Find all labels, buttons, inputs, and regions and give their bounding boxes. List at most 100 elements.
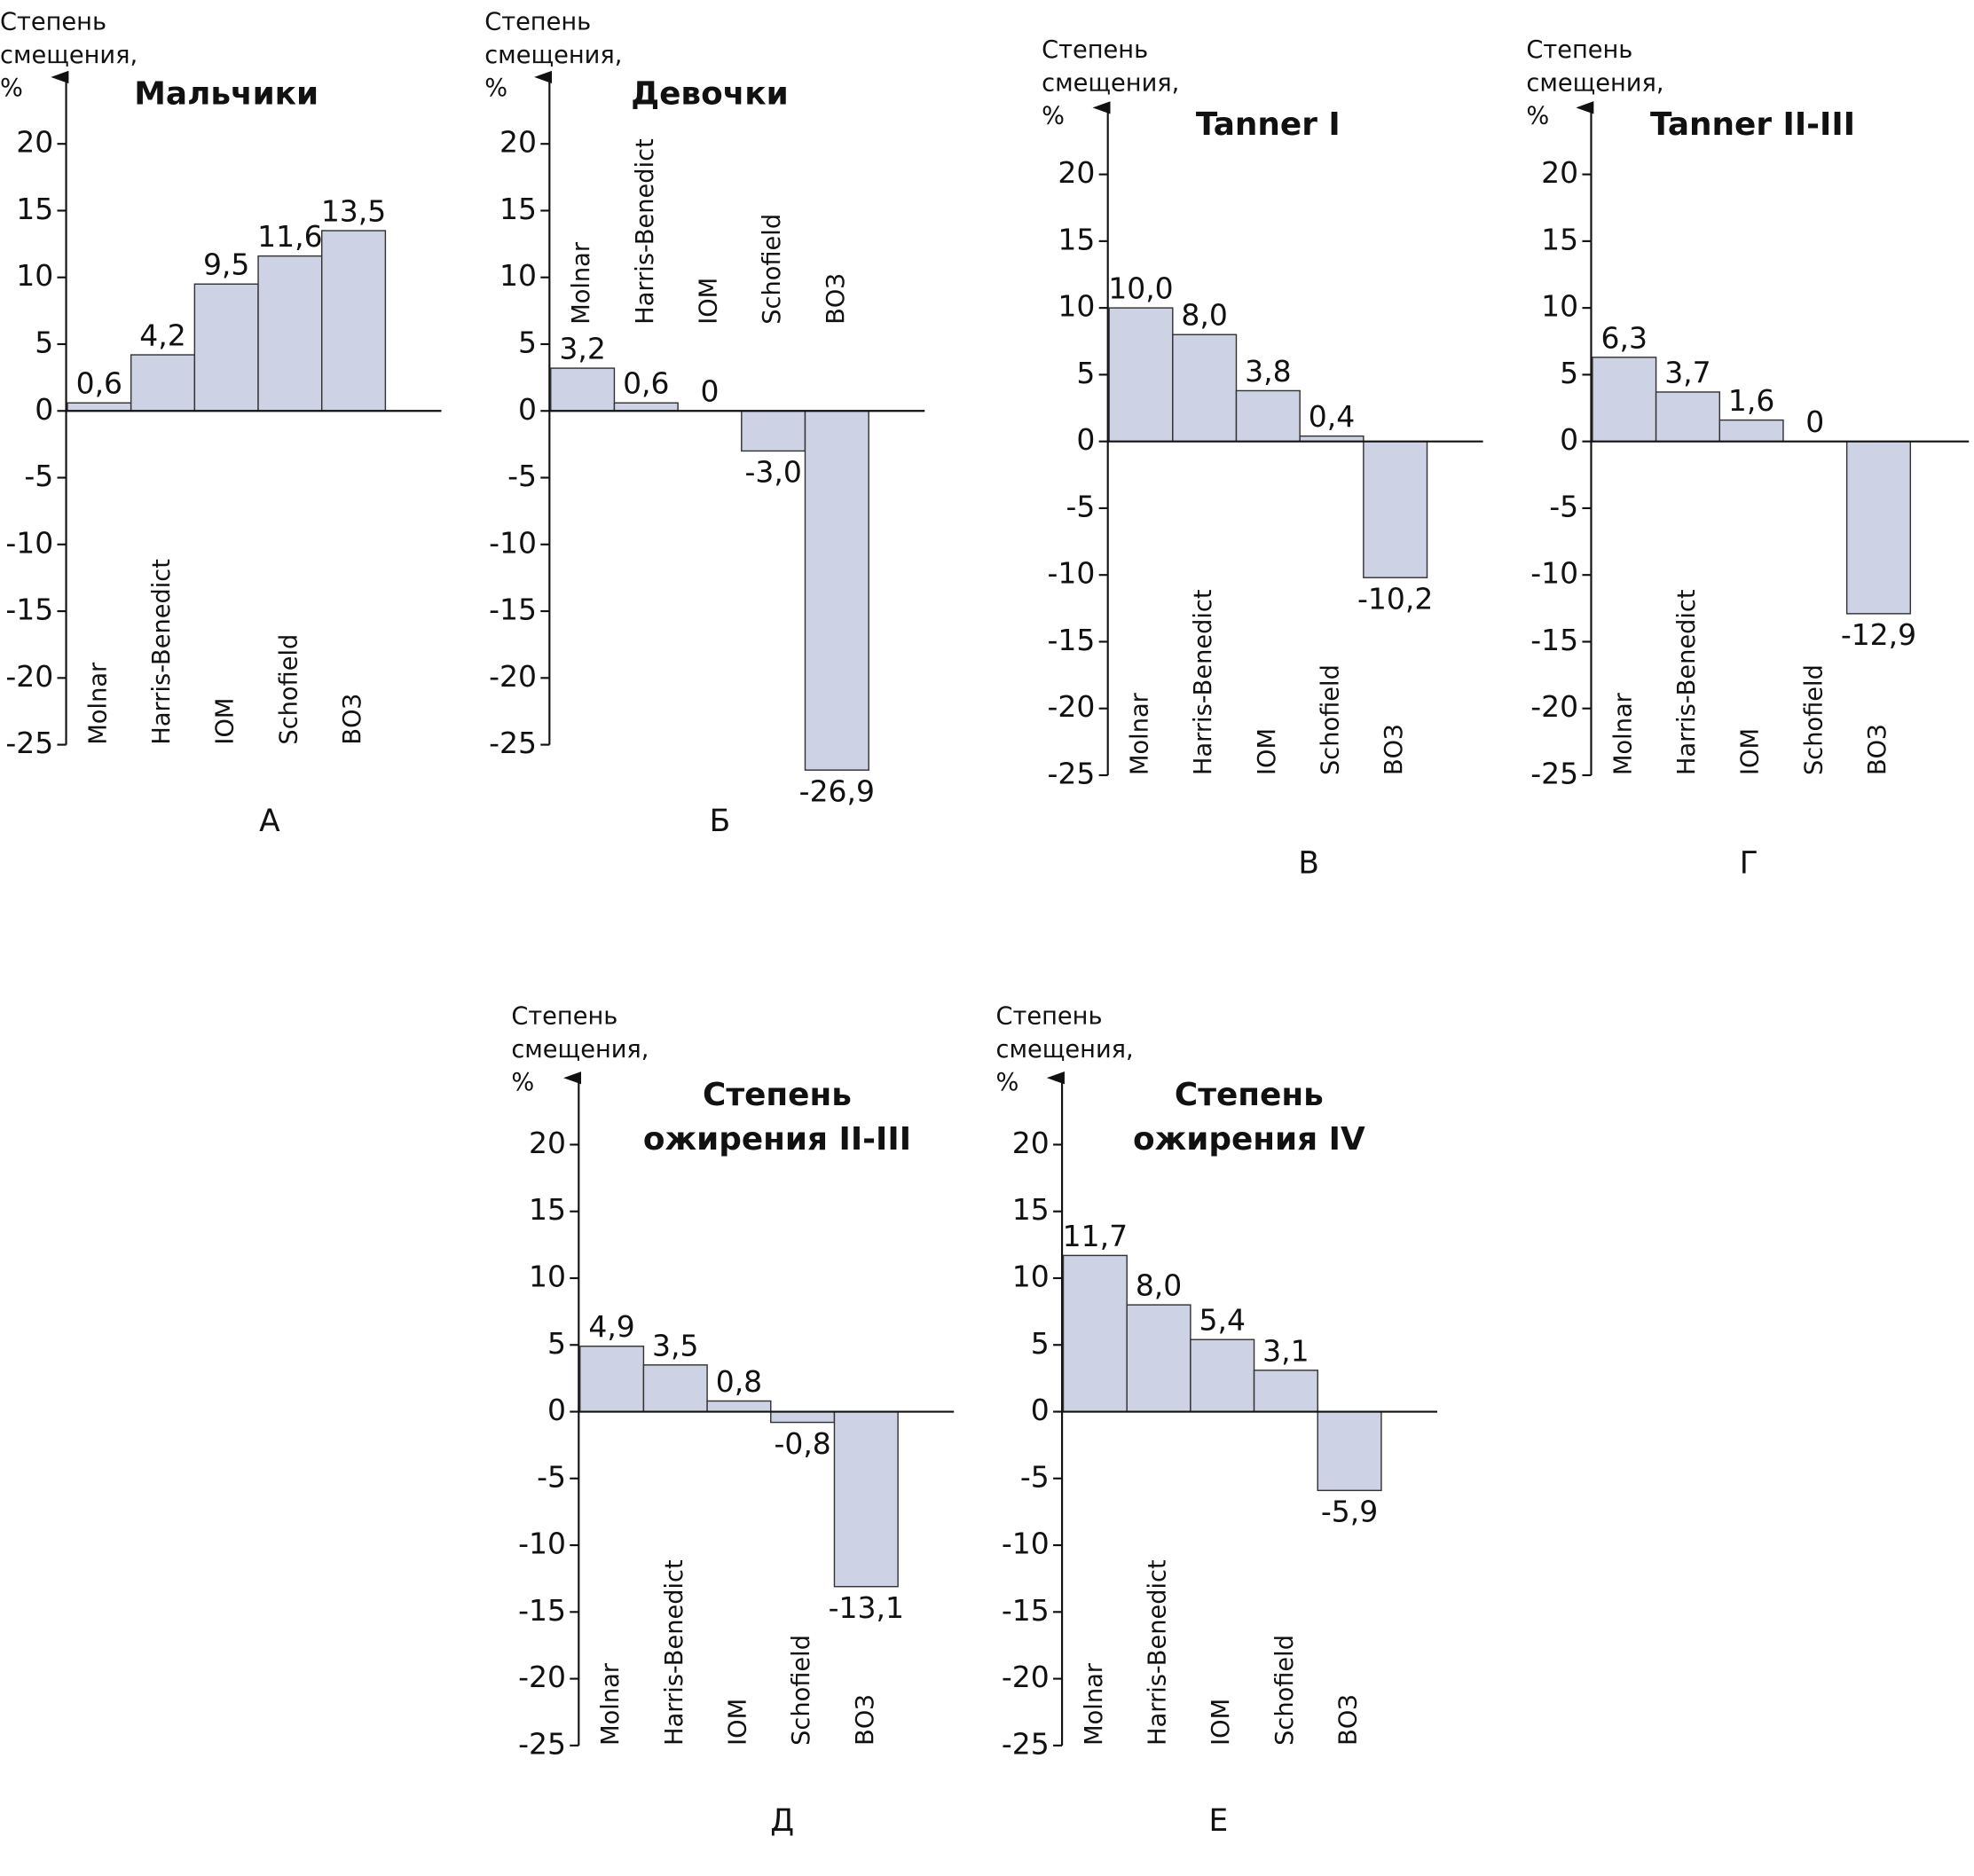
- y-tick-label: -25: [5, 726, 53, 760]
- bar: [1235, 389, 1301, 443]
- y-axis-label: смещения,: [484, 42, 622, 69]
- value-label: 11,6: [257, 219, 322, 254]
- x-tick-label: Schofield: [1317, 664, 1345, 775]
- y-tick-label: -10: [1002, 1527, 1050, 1561]
- panel-label: Б: [710, 804, 731, 839]
- y-tick-label: 0: [1031, 1393, 1050, 1427]
- y-tick-label: 0: [1560, 422, 1578, 457]
- bar: [1253, 1370, 1318, 1413]
- x-tick-label: ВОЗ: [1864, 724, 1891, 775]
- y-tick-label: -5: [1020, 1459, 1050, 1494]
- bar: [833, 1410, 899, 1588]
- y-tick-label: -5: [1549, 489, 1578, 523]
- bar: [642, 1364, 708, 1413]
- y-axis-label: Степень: [0, 9, 106, 36]
- y-axis-label: смещения,: [511, 1036, 649, 1064]
- y-tick-label: -20: [1002, 1660, 1050, 1694]
- y-tick-label: -5: [537, 1459, 566, 1494]
- y-tick-label: 5: [547, 1326, 566, 1361]
- value-label: -10,2: [1357, 582, 1433, 616]
- x-tick-label: ВОЗ: [822, 273, 850, 325]
- x-tick-label: Schofield: [1271, 1635, 1299, 1746]
- y-axis-label: %: [0, 75, 23, 102]
- y-tick-label: 10: [16, 258, 53, 293]
- x-tick-label: Schofield: [759, 214, 786, 325]
- chart-title: ожирения IV: [1133, 1121, 1365, 1158]
- bar: [1108, 307, 1174, 443]
- x-tick-label: IOM: [724, 1699, 751, 1746]
- chart-title: Степень: [703, 1077, 852, 1113]
- y-tick-label: -15: [1530, 623, 1578, 657]
- x-tick-label: ВОЗ: [339, 694, 366, 745]
- x-tick-label: Harris-Benedict: [148, 559, 176, 745]
- y-tick-label: -15: [1047, 623, 1095, 657]
- y-tick-label: -5: [24, 459, 53, 493]
- y-tick-label: 15: [529, 1192, 566, 1227]
- bar: [1126, 1304, 1191, 1413]
- y-tick-label: 10: [1058, 289, 1095, 324]
- value-label: -3,0: [744, 455, 801, 490]
- panel-label: А: [259, 804, 280, 839]
- y-tick-label: -20: [1530, 689, 1578, 724]
- value-label: -13,1: [829, 1590, 904, 1625]
- y-axis-label: смещения,: [996, 1036, 1134, 1064]
- value-label: 3,8: [1245, 354, 1291, 389]
- y-axis-label: Степень: [484, 9, 591, 36]
- value-label: 8,0: [1136, 1268, 1182, 1303]
- y-tick-label: 15: [1012, 1192, 1050, 1227]
- y-axis-label: смещения,: [1042, 69, 1179, 97]
- y-tick-label: -15: [1002, 1593, 1050, 1628]
- value-label: 13,5: [321, 193, 386, 228]
- y-tick-label: 5: [1031, 1326, 1050, 1361]
- y-axis-label: %: [511, 1069, 534, 1096]
- x-tick-label: Schofield: [1800, 664, 1828, 775]
- value-label: 0: [1805, 404, 1824, 439]
- y-tick-label: -25: [489, 726, 537, 760]
- y-axis-label: смещения,: [1526, 69, 1663, 97]
- bar: [550, 367, 616, 412]
- bar: [741, 410, 806, 452]
- y-tick-label: -20: [1047, 689, 1095, 724]
- x-tick-label: ВОЗ: [1380, 724, 1408, 775]
- x-tick-label: Schofield: [788, 1635, 815, 1746]
- x-tick-label: IOM: [695, 278, 722, 325]
- y-tick-label: 15: [1058, 222, 1095, 256]
- y-tick-label: -5: [507, 459, 537, 493]
- chart-title: Tanner II-III: [1650, 106, 1855, 143]
- y-tick-label: 10: [529, 1259, 566, 1293]
- y-tick-label: 20: [529, 1126, 566, 1160]
- x-tick-label: Harris-Benedict: [1673, 589, 1701, 775]
- y-tick-label: 5: [1076, 356, 1095, 390]
- y-axis-label: Степень: [511, 1003, 617, 1031]
- bar: [193, 283, 259, 412]
- panel-label: Д: [770, 1803, 794, 1839]
- y-tick-label: 15: [16, 192, 53, 226]
- value-label: 0,8: [716, 1364, 762, 1399]
- bar: [130, 354, 196, 412]
- y-tick-label: -10: [5, 525, 53, 560]
- bar: [257, 255, 323, 412]
- y-axis-label: %: [996, 1069, 1019, 1096]
- value-label: 0,6: [76, 366, 122, 401]
- bar: [1655, 391, 1720, 443]
- x-tick-label: Harris-Benedict: [1190, 589, 1217, 775]
- value-label: 11,7: [1063, 1219, 1128, 1253]
- value-label: 0: [700, 374, 719, 409]
- y-axis-label: Степень: [1042, 36, 1148, 64]
- bar: [613, 402, 679, 412]
- bar: [1172, 334, 1238, 443]
- x-tick-label: Harris-Benedict: [1144, 1559, 1172, 1746]
- y-tick-label: 20: [1012, 1126, 1050, 1160]
- value-label: -5,9: [1321, 1495, 1378, 1529]
- x-tick-label: Harris-Benedict: [632, 138, 659, 325]
- chart-title: Tanner I: [1196, 106, 1341, 143]
- x-tick-label: Schofield: [275, 634, 303, 745]
- y-tick-label: 10: [1541, 289, 1578, 324]
- y-tick-label: -10: [1047, 556, 1095, 591]
- bar: [320, 230, 387, 412]
- value-label: 8,0: [1181, 298, 1227, 333]
- y-tick-label: 10: [1012, 1259, 1050, 1293]
- y-tick-label: 10: [499, 258, 537, 293]
- value-label: -0,8: [774, 1426, 830, 1461]
